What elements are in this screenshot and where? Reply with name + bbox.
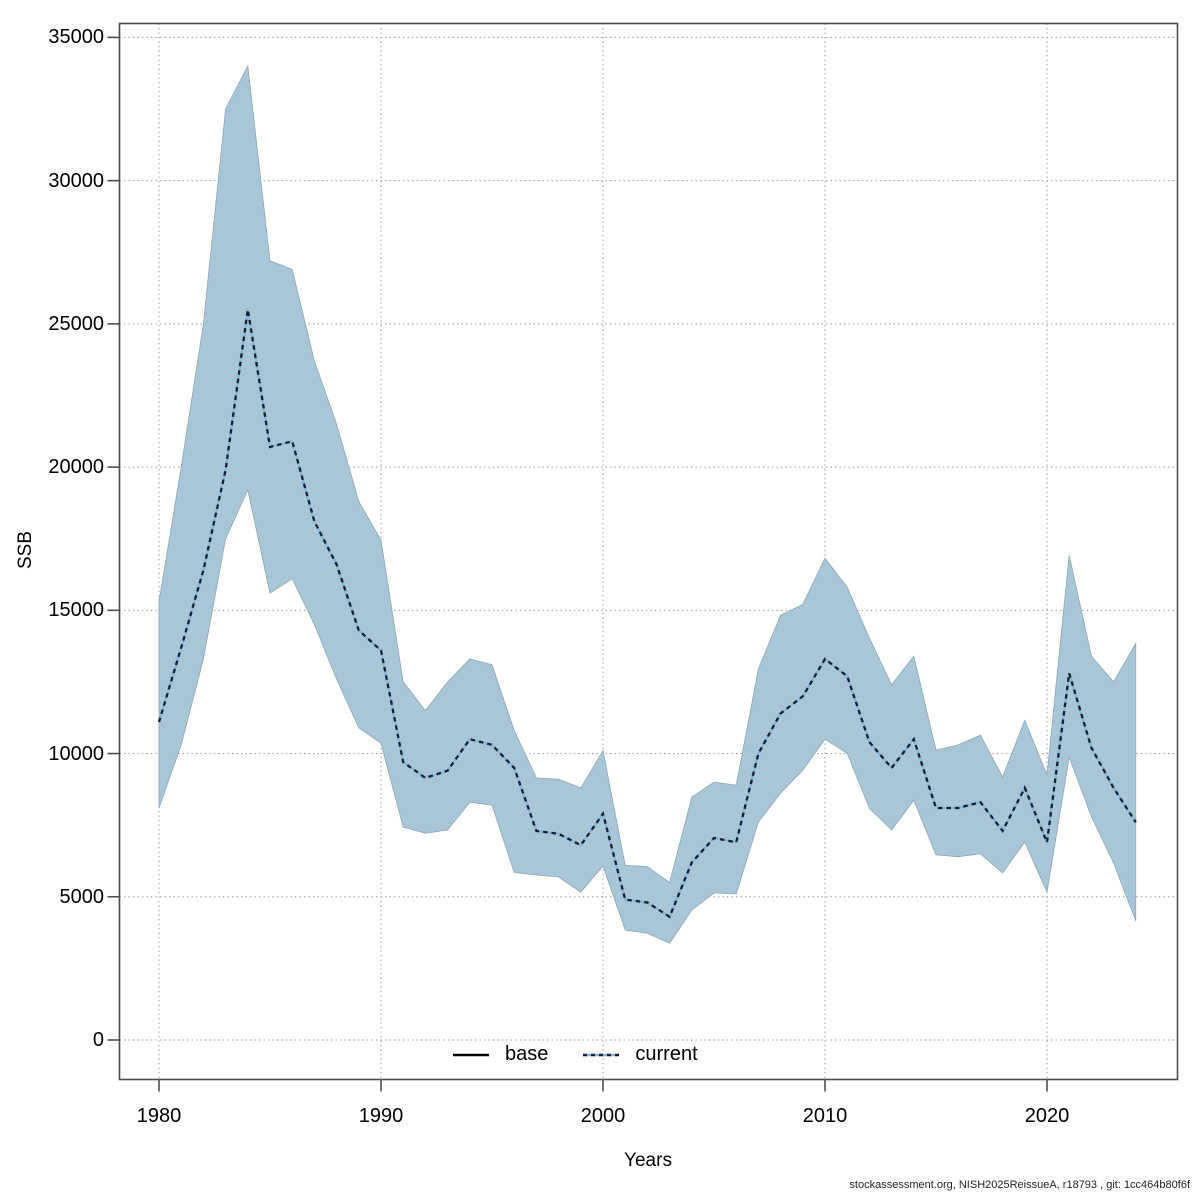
y-tick-label: 25000 (48, 312, 104, 335)
y-tick-label: 0 (92, 1029, 104, 1051)
x-tick-label: 2000 (580, 1105, 626, 1127)
legend-item-base: base (452, 1043, 548, 1066)
x-tick-label: 2010 (802, 1105, 848, 1127)
x-tick-label: 1990 (358, 1105, 404, 1127)
x-tick-label: 2020 (1024, 1105, 1070, 1127)
current-line-sample-icon (583, 1053, 620, 1056)
y-tick-label: 20000 (48, 456, 104, 479)
y-tick-label: 15000 (48, 599, 104, 622)
y-tick-label: 30000 (48, 169, 104, 192)
y-axis-title: SSB (15, 530, 36, 570)
legend-item-current: current (582, 1043, 698, 1066)
current-line (157, 309, 1137, 919)
x-tick-label: 1980 (136, 1105, 182, 1127)
base-line-sample-icon (453, 1053, 489, 1056)
x-axis-title: Years (624, 1150, 672, 1171)
y-tick-label: 10000 (48, 742, 104, 765)
plot-frame (118, 22, 1179, 1081)
legend-label-base: base (505, 1043, 549, 1065)
y-tick-label: 5000 (59, 885, 105, 908)
footer-citation: stockassessment.org, NISH2025ReissueA, r… (849, 1179, 1190, 1191)
legend-label-current: current (635, 1043, 698, 1065)
y-tick-label: 35000 (48, 26, 104, 49)
confidence-ribbon (158, 64, 1137, 944)
legend: base current (452, 1043, 698, 1066)
